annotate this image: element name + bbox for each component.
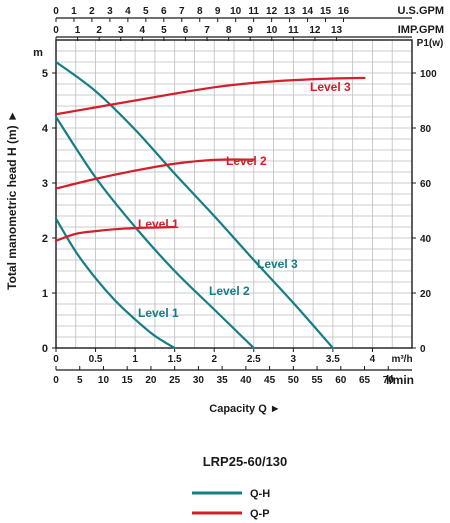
x-tick-label-m3h: 2 [211,354,217,365]
x-tick-label-impgpm: 11 [288,25,299,36]
y-tick-label: 4 [42,123,49,135]
x-tick-label-usgpm: 5 [143,6,149,17]
series-label-qp-level-3: Level 3 [310,80,351,94]
y2-tick-label: 40 [420,234,432,245]
x-tick-label-usgpm: 15 [320,6,332,17]
series-line-qp-level-2 [54,158,255,190]
x-tick-label-lmin: 65 [359,375,371,386]
y-tick-label: 0 [42,343,48,355]
y2-tick-label: 80 [420,124,432,135]
x-tick-label-usgpm: 7 [179,6,185,17]
x-tick-label-m3h: 2.5 [247,354,261,365]
y-axis-label: Total manometric head H (m) ► [5,110,19,290]
x-tick-label-m3h: 0 [53,354,59,365]
x-axis-label: Capacity Q ► [209,403,280,415]
y-tick-label: 3 [42,178,48,190]
y2-tick-label: 100 [420,69,437,80]
y-tick-label: 1 [42,288,48,300]
x-tick-label-lmin: 45 [264,375,276,386]
x-tick-label-usgpm: 0 [53,6,59,17]
y-tick-label: 2 [42,233,48,245]
x-tick-label-impgpm: 12 [309,25,321,36]
plot-frame [55,39,413,349]
series-line-qh-level-3 [54,60,334,350]
x-tick-label-usgpm: 6 [161,6,167,17]
y-axis-unit: m [33,47,43,59]
x-tick-label-lmin: 55 [312,375,324,386]
x-tick-label-lmin: 15 [122,375,134,386]
y2-tick-label: 0 [420,344,426,355]
series-label-qh-level-1: Level 1 [138,306,179,320]
x-tick-label-usgpm: 4 [125,6,131,17]
x-tick-label-impgpm: 0 [53,25,59,36]
axes [52,17,416,371]
x-tick-label-impgpm: 10 [266,25,278,36]
chart-title: LRP25-60/130 [203,454,288,469]
x-tick-label-lmin: 35 [217,375,229,386]
series-label-qh-level-3: Level 3 [257,257,298,271]
series-line-qp-level-1 [54,225,176,242]
x-tick-label-usgpm: 2 [89,6,95,17]
x-tick-label-lmin: 5 [77,375,83,386]
x-tick-label-m3h: 0.5 [89,354,103,365]
unit-usgpm: U.S.GPM [398,5,444,17]
unit-m3h: m³/h [391,354,412,365]
series-label-qh-level-2: Level 2 [209,284,250,298]
series-label-qp-level-1: Level 1 [138,217,179,231]
y-tick-label: 5 [42,68,48,80]
x-tick-label-lmin: 50 [288,375,300,386]
x-tick-label-lmin: 40 [240,375,252,386]
series-line-qp-level-3 [54,76,366,116]
x-tick-label-impgpm: 8 [226,25,232,36]
x-tick-label-impgpm: 5 [161,25,167,36]
x-tick-label-impgpm: 1 [75,25,81,36]
x-tick-label-lmin: 60 [335,375,347,386]
y2-axis-unit: P1(w) [417,38,444,49]
x-tick-label-lmin: 70 [383,375,395,386]
x-tick-label-usgpm: 16 [338,6,350,17]
x-tick-label-lmin: 10 [98,375,110,386]
series-line-qh-level-2 [54,115,255,350]
x-tick-label-impgpm: 2 [96,25,102,36]
x-tick-label-usgpm: 12 [266,6,278,17]
x-tick-label-usgpm: 1 [71,6,77,17]
x-tick-label-lmin: 20 [145,375,157,386]
x-tick-label-usgpm: 10 [230,6,242,17]
x-tick-label-m3h: 1 [132,354,138,365]
x-tick-label-usgpm: 3 [107,6,113,17]
x-tick-label-impgpm: 7 [204,25,210,36]
x-tick-label-m3h: 3.5 [326,354,340,365]
x-tick-label-usgpm: 8 [197,6,203,17]
series-label-qp-level-2: Level 2 [226,154,267,168]
grid [56,40,412,348]
y2-tick-label: 20 [420,289,432,300]
unit-lmin: l/min [386,373,414,387]
x-tick-label-m3h: 4 [370,354,376,365]
x-tick-label-lmin: 25 [169,375,181,386]
x-tick-label-lmin: 30 [193,375,205,386]
x-tick-label-impgpm: 9 [247,25,253,36]
x-tick-label-usgpm: 13 [284,6,296,17]
labels: 0 0.5 1 1.5 2 2.5 3 3.5 40 5 10 15 20 25 30 35 40 45 50 55 6… [42,6,437,386]
x-tick-label-m3h: 1.5 [168,354,182,365]
x-tick-label-usgpm: 11 [248,6,259,17]
unit-impgpm: IMP.GPM [398,24,444,36]
x-tick-label-usgpm: 14 [302,6,314,17]
x-tick-label-impgpm: 3 [118,25,124,36]
legend-label-qh: Q-H [250,488,270,500]
x-tick-label-usgpm: 9 [215,6,221,17]
x-tick-label-impgpm: 6 [183,25,189,36]
x-tick-label-impgpm: 13 [331,25,343,36]
legend: Q-H Q-P [192,488,270,520]
series [54,60,366,350]
series-line-qh-level-1 [54,217,176,350]
x-tick-label-impgpm: 4 [140,25,146,36]
x-tick-label-m3h: 3 [291,354,297,365]
legend-label-qp: Q-P [250,508,270,520]
y2-tick-label: 60 [420,179,432,190]
x-tick-label-lmin: 0 [53,375,59,386]
